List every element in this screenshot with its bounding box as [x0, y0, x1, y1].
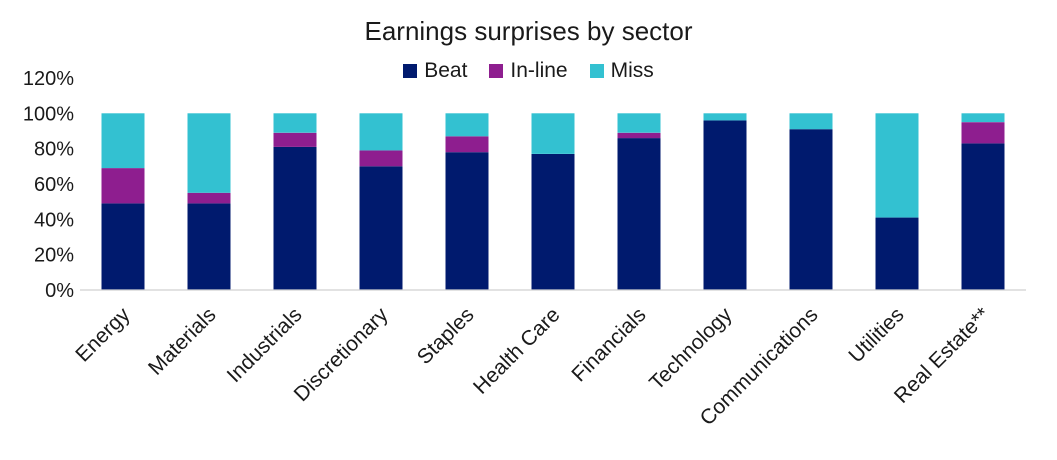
bar-segment-industrials-in-line	[273, 132, 317, 147]
bar-segment-staples-miss	[445, 113, 489, 137]
legend-item-beat: Beat	[403, 59, 467, 83]
bar-segment-financials-beat	[617, 138, 661, 290]
bar-segment-technology-miss	[703, 113, 747, 121]
bar-segment-utilities-miss	[875, 113, 919, 218]
bar-segment-industrials-beat	[273, 146, 317, 290]
bar-segment-real-estate-beat	[961, 143, 1005, 290]
chart-title: Earnings surprises by sector	[364, 16, 693, 46]
x-tick-label: Industrials	[223, 303, 307, 387]
bar-segment-energy-miss	[101, 113, 145, 169]
x-tick-label: Health Care	[469, 303, 565, 399]
legend-swatch-inline	[489, 64, 504, 78]
bar-segment-staples-in-line	[445, 136, 489, 153]
bar-segment-discretionary-miss	[359, 113, 403, 151]
bar-segment-discretionary-beat	[359, 166, 403, 290]
bar-segment-communications-miss	[789, 113, 833, 130]
bar-segment-health-care-beat	[531, 154, 575, 290]
legend-label-beat: Beat	[424, 59, 468, 82]
legend-swatch-miss	[589, 64, 604, 78]
x-tick-label: Utilities	[844, 303, 908, 367]
bar-segment-health-care-miss	[531, 113, 575, 154]
y-tick-label: 100%	[23, 103, 74, 125]
bar-segment-industrials-miss	[273, 113, 317, 133]
x-tick-label: Materials	[144, 303, 221, 380]
bar-segment-financials-miss	[617, 113, 661, 133]
y-tick-label: 40%	[34, 209, 74, 231]
legend-swatch-beat	[403, 64, 418, 78]
bar-segment-materials-in-line	[187, 192, 231, 204]
bars-layer	[101, 113, 1005, 291]
bar-segment-technology-beat	[703, 120, 747, 291]
bar-segment-real-estate-miss	[961, 113, 1005, 123]
y-axis: 0% 20% 40% 60% 80% 100% 120%	[23, 68, 74, 302]
x-tick-label: Technology	[645, 303, 737, 395]
legend-item-inline: In-line	[489, 59, 568, 83]
legend-label-miss: Miss	[610, 59, 654, 82]
bar-segment-financials-in-line	[617, 132, 661, 139]
legend: Beat In-line Miss	[0, 59, 1057, 83]
x-tick-label: Staples	[413, 303, 479, 369]
bar-segment-staples-beat	[445, 152, 489, 290]
bar-segment-utilities-beat	[875, 217, 919, 290]
bar-segment-materials-beat	[187, 203, 231, 290]
bar-segment-energy-beat	[101, 203, 145, 290]
x-tick-label: Energy	[71, 303, 135, 367]
y-tick-label: 80%	[34, 139, 74, 161]
bar-segment-energy-in-line	[101, 168, 145, 204]
bar-segment-real-estate-in-line	[961, 122, 1005, 144]
legend-label-inline: In-line	[510, 59, 568, 82]
bar-segment-materials-miss	[187, 113, 231, 193]
legend-item-miss: Miss	[589, 59, 654, 83]
bar-segment-discretionary-in-line	[359, 150, 403, 167]
y-tick-label: 60%	[34, 174, 74, 196]
x-tick-label: Financials	[567, 303, 650, 386]
y-tick-label: 120%	[23, 68, 74, 90]
y-tick-label: 0%	[45, 280, 74, 302]
y-tick-label: 20%	[34, 245, 74, 267]
bar-segment-communications-beat	[789, 129, 833, 290]
